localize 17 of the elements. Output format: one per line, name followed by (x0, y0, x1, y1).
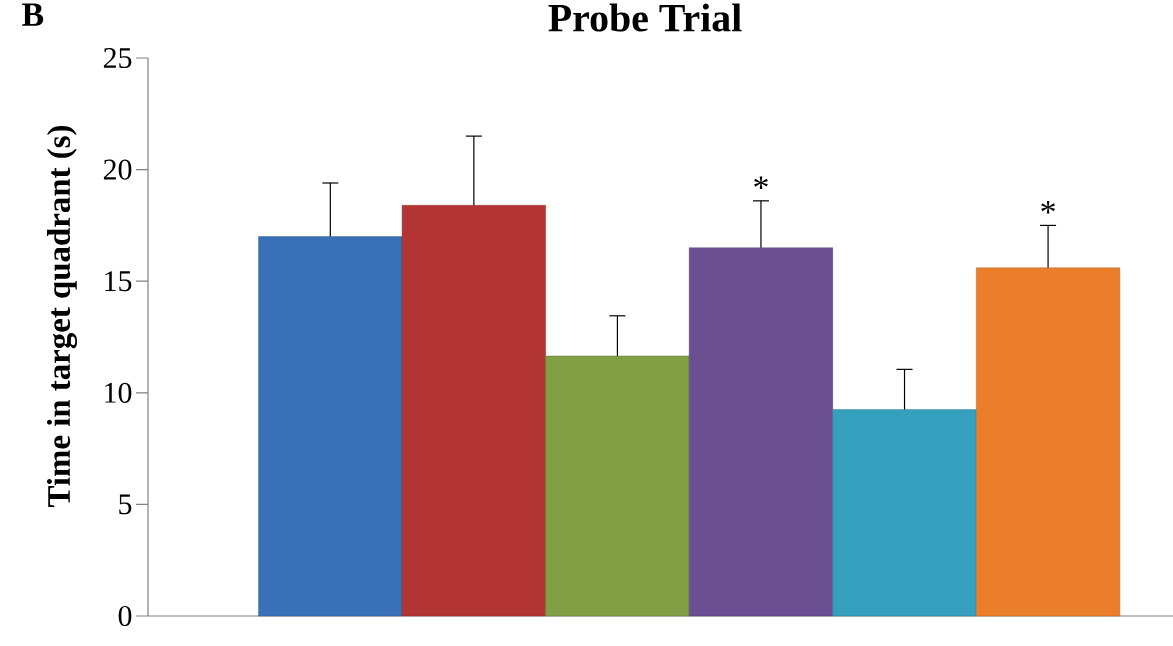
data-label: * (1041, 201, 1055, 214)
data-label: * (754, 176, 768, 189)
y-tick-label: 0 (118, 605, 132, 627)
y-tick-label: 15 (105, 271, 132, 292)
text: B (22, 3, 44, 26)
y-tick-label: 10 (105, 382, 132, 403)
chart-title: Probe Trial (548, 3, 742, 32)
bar (258, 236, 403, 617)
bar (401, 205, 546, 617)
y-tick-label: 5 (119, 494, 132, 515)
bar (832, 409, 977, 617)
bar (976, 267, 1121, 617)
y-tick-label: 25 (103, 47, 132, 69)
bar (545, 355, 690, 617)
y-tick-label: 20 (103, 159, 132, 180)
bar (688, 247, 833, 617)
y-axis-title: Time in target quadrant (s) (46, 126, 78, 507)
